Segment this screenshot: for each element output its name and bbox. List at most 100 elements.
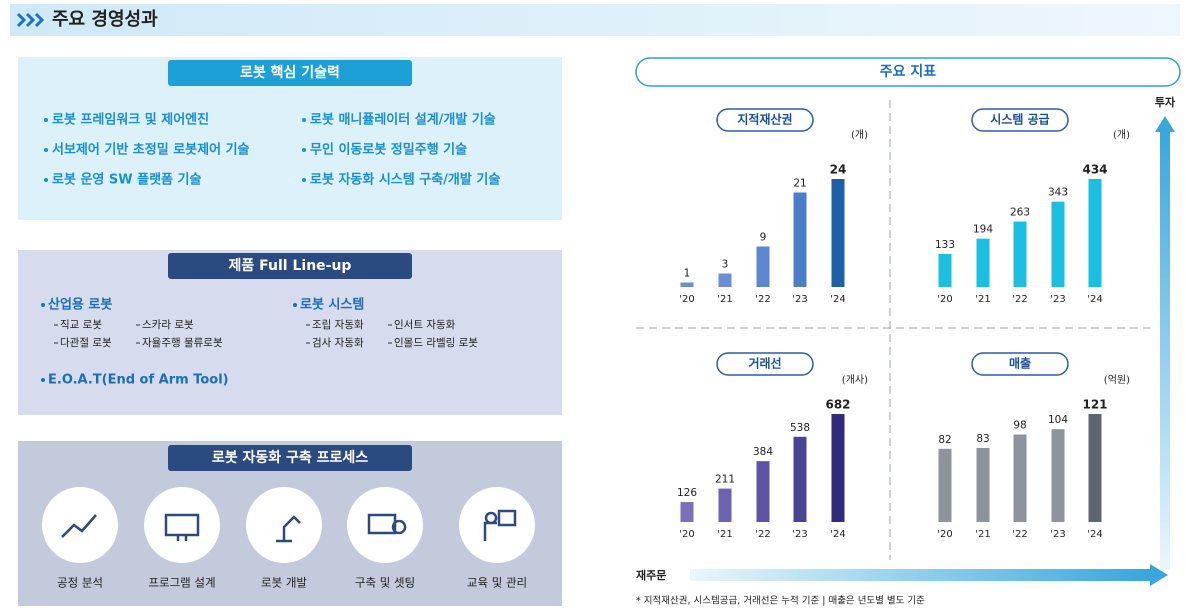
bar bbox=[794, 437, 807, 522]
value-label: 194 bbox=[973, 224, 993, 236]
value-label: 82 bbox=[938, 434, 951, 446]
chart-unit: (개) bbox=[1113, 129, 1130, 141]
group-item: 인몰드 라벨링 로봇 bbox=[394, 337, 478, 349]
x-tick-label: '20 bbox=[679, 529, 694, 540]
dividers bbox=[636, 100, 1150, 560]
bullet bbox=[41, 378, 45, 382]
x-tick-label: '21 bbox=[717, 294, 732, 305]
tech-item: 로봇 매니퓰레이터 설계/개발 기술 bbox=[310, 112, 496, 128]
x-tick-label: '21 bbox=[717, 529, 732, 540]
chart-unit: (개) bbox=[851, 129, 868, 141]
y-axis-label: 투자 bbox=[1155, 95, 1176, 109]
x-tick-label: '22 bbox=[755, 294, 770, 305]
header-bar bbox=[10, 4, 1180, 36]
bar bbox=[1089, 179, 1102, 287]
bullet bbox=[302, 148, 306, 152]
bullet bbox=[44, 118, 48, 122]
x-tick-label: '22 bbox=[755, 529, 770, 540]
step-icon-bg bbox=[42, 487, 118, 563]
chart-unit: (개사) bbox=[842, 374, 868, 386]
value-label: 21 bbox=[793, 178, 806, 190]
x-tick-label: '24 bbox=[1087, 529, 1102, 540]
group-item: 자율주행 물류로봇 bbox=[142, 337, 223, 349]
value-label: 83 bbox=[976, 433, 989, 445]
step-icon-bg bbox=[459, 487, 535, 563]
bar bbox=[681, 283, 694, 288]
value-label: 1 bbox=[684, 268, 691, 280]
bar bbox=[1052, 202, 1065, 287]
bar bbox=[1014, 222, 1027, 287]
bullet bbox=[302, 118, 306, 122]
x-tick-label: '23 bbox=[792, 294, 807, 305]
y-arrow bbox=[1160, 130, 1170, 570]
chart-title: 거래선 bbox=[748, 356, 781, 371]
x-tick-label: '22 bbox=[1012, 294, 1027, 305]
value-label: 104 bbox=[1048, 414, 1068, 426]
indicator-title: 주요 지표 bbox=[880, 64, 937, 80]
step-label: 로봇 개발 bbox=[261, 576, 307, 590]
bullet bbox=[302, 178, 306, 182]
group-name: E.O.A.T(End of Arm Tool) bbox=[48, 373, 229, 388]
x-tick-label: '20 bbox=[679, 294, 694, 305]
bar bbox=[719, 274, 732, 288]
value-label: 126 bbox=[677, 487, 697, 499]
x-tick-label: '23 bbox=[792, 529, 807, 540]
value-label: 3 bbox=[722, 259, 729, 271]
value-label: 263 bbox=[1010, 207, 1030, 219]
bar bbox=[681, 502, 694, 522]
step-label: 구축 및 셋팅 bbox=[355, 576, 415, 590]
bullet bbox=[41, 303, 45, 307]
value-label: 682 bbox=[825, 398, 850, 412]
bar bbox=[939, 449, 952, 522]
value-label: 384 bbox=[753, 446, 773, 458]
panel-title: 제품 Full Line-up bbox=[229, 258, 352, 274]
group-item: 조립 자동화 bbox=[312, 318, 364, 331]
value-label: 9 bbox=[760, 232, 767, 244]
step-icon-bg bbox=[144, 487, 220, 563]
value-label: 24 bbox=[830, 163, 847, 177]
group-item: 다관절 로봇 bbox=[60, 336, 112, 349]
step-label: 공정 분석 bbox=[57, 576, 103, 590]
x-tick-label: '23 bbox=[1050, 294, 1065, 305]
panel-title: 로봇 자동화 구축 프로세스 bbox=[212, 450, 368, 466]
tech-item: 로봇 자동화 시스템 구축/개발 기술 bbox=[310, 172, 500, 188]
page: 주요 경영성과 로봇 핵심 기술력로봇 프레임워크 및 제어엔진서보제어 기반 … bbox=[0, 0, 1186, 612]
panel-title: 로봇 핵심 기술력 bbox=[240, 65, 340, 81]
x-tick-label: '22 bbox=[1012, 529, 1027, 540]
x-tick-label: '21 bbox=[975, 529, 990, 540]
value-label: 343 bbox=[1048, 187, 1068, 199]
bullet bbox=[44, 178, 48, 182]
x-tick-label: '20 bbox=[937, 294, 952, 305]
chart-unit: (억원) bbox=[1104, 374, 1130, 386]
x-axis-label: 재주문 bbox=[636, 568, 666, 582]
chart-title: 지적재산권 bbox=[737, 112, 792, 127]
chart-title: 매출 bbox=[1009, 356, 1031, 371]
x-tick-label: '24 bbox=[1087, 294, 1102, 305]
bullet bbox=[293, 303, 297, 307]
tech-item: 무인 이동로봇 정밀주행 기술 bbox=[310, 142, 467, 158]
x-arrow bbox=[690, 569, 1150, 581]
value-label: 98 bbox=[1013, 420, 1026, 432]
step-label: 프로그램 설계 bbox=[148, 576, 215, 590]
group-item: 인서트 자동화 bbox=[394, 319, 456, 331]
bar bbox=[1089, 414, 1102, 522]
group-item: 스카라 로봇 bbox=[142, 319, 194, 331]
tech-item: 로봇 운영 SW 플랫폼 기술 bbox=[52, 172, 201, 188]
step-label: 교육 및 관리 bbox=[467, 576, 527, 590]
bar bbox=[939, 254, 952, 287]
tech-item: 서보제어 기반 초정밀 로봇제어 기술 bbox=[52, 142, 250, 158]
x-tick-label: '23 bbox=[1050, 529, 1065, 540]
bar bbox=[977, 448, 990, 522]
value-label: 133 bbox=[935, 239, 955, 251]
step-icon-bg bbox=[347, 487, 423, 563]
group-name: 로봇 시스템 bbox=[300, 298, 364, 313]
value-label: 211 bbox=[715, 474, 735, 486]
page-title: 주요 경영성과 bbox=[52, 9, 158, 30]
tech-item: 로봇 프레임워크 및 제어엔진 bbox=[52, 112, 209, 128]
bar bbox=[832, 179, 845, 287]
x-tick-label: '20 bbox=[937, 529, 952, 540]
chart-title: 시스템 공급 bbox=[990, 112, 1049, 127]
bar bbox=[832, 414, 845, 522]
bullet bbox=[44, 148, 48, 152]
bar bbox=[794, 193, 807, 288]
